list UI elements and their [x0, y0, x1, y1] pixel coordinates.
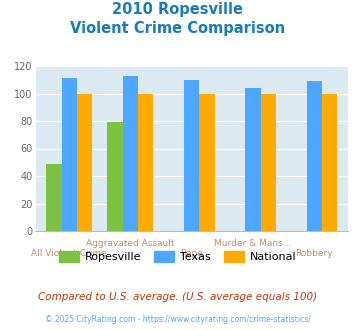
- Bar: [108, 122, 123, 231]
- Bar: [200, 93, 215, 231]
- Text: Compared to U.S. average. (U.S. average equals 100): Compared to U.S. average. (U.S. average …: [38, 292, 317, 302]
- Text: Aggravated Assault: Aggravated Assault: [86, 239, 175, 248]
- Bar: [322, 93, 337, 231]
- Bar: [61, 79, 77, 231]
- Text: © 2025 CityRating.com - https://www.cityrating.com/crime-statistics/: © 2025 CityRating.com - https://www.city…: [45, 315, 310, 324]
- Bar: [123, 76, 138, 231]
- Bar: [138, 93, 153, 231]
- Bar: [46, 164, 61, 231]
- Text: Rape: Rape: [180, 249, 203, 258]
- Legend: Ropesville, Texas, National: Ropesville, Texas, National: [54, 247, 301, 267]
- Bar: [77, 93, 92, 231]
- Text: Violent Crime Comparison: Violent Crime Comparison: [70, 21, 285, 36]
- Bar: [307, 81, 322, 231]
- Text: All Violent Crime: All Violent Crime: [31, 249, 107, 258]
- Text: 2010 Ropesville: 2010 Ropesville: [112, 2, 243, 16]
- Bar: [184, 80, 200, 231]
- Text: Robbery: Robbery: [295, 249, 333, 258]
- Bar: [245, 88, 261, 231]
- Text: Murder & Mans...: Murder & Mans...: [214, 239, 292, 248]
- Bar: [261, 93, 276, 231]
